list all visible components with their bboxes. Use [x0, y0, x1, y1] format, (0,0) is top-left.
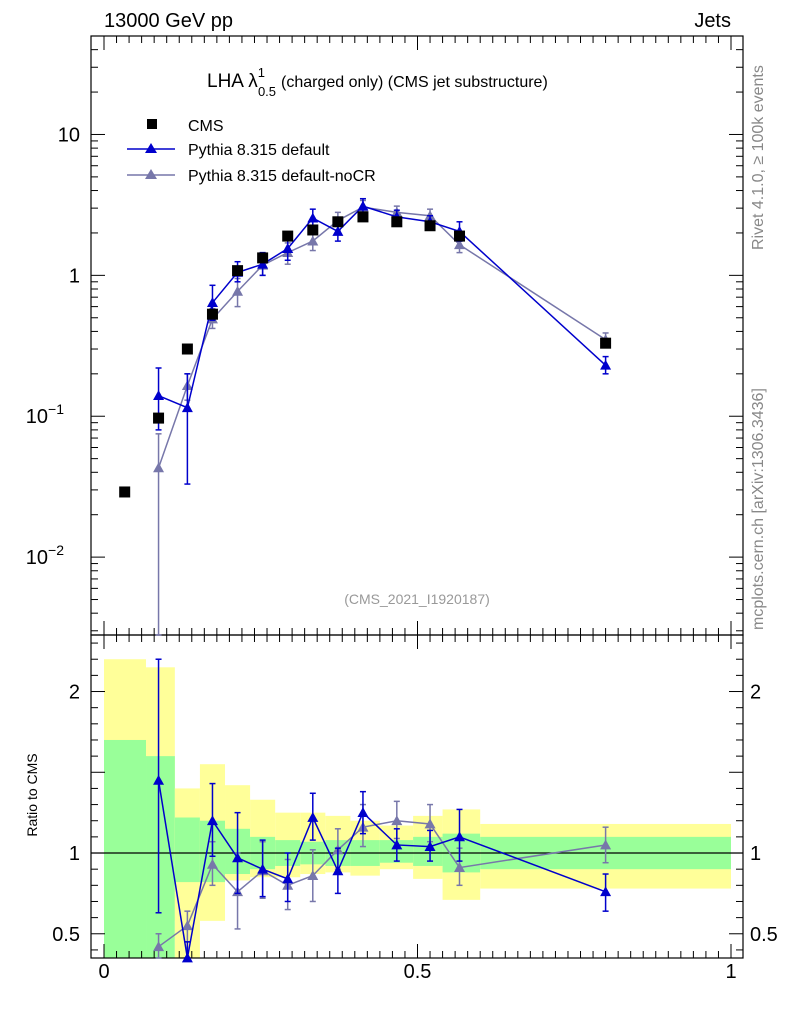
ratio-ytick-label-right-2: 2 [750, 682, 761, 704]
header-left: 13000 GeV pp [104, 10, 233, 32]
ratio-mc1-point [454, 831, 466, 842]
ratio-mc1-point [232, 852, 244, 863]
main-mc1-point [600, 359, 612, 370]
legend-mc2-marker [145, 169, 157, 179]
ratio-xtick-label-2: 1 [725, 961, 736, 983]
main-mc1-point [181, 402, 193, 413]
main-axes: 10−2 10−1 1 10 [26, 35, 744, 636]
main-ytick-label-3: 10 [58, 124, 80, 146]
legend-mc1-label: Pythia 8.315 default [188, 142, 330, 159]
main-mc2-line [157, 206, 607, 469]
main-data-point [206, 308, 218, 320]
ratio-mc1-point [424, 841, 436, 851]
ratio-mc2-point [307, 870, 319, 881]
main-data-point [257, 252, 269, 264]
main-data-point [282, 230, 294, 242]
main-mc2-point [232, 285, 244, 296]
ratio-mc1-point [206, 815, 218, 826]
header-right: Jets [694, 10, 731, 32]
ratio-mc2-point [454, 862, 466, 872]
rivet-label: Rivet 4.1.0, ≥ 100k events [750, 65, 767, 250]
legend: CMS Pythia 8.315 default Pythia 8.315 de… [127, 118, 376, 185]
main-ytick-label-1: 10−1 [26, 401, 64, 428]
ratio-mc2-point [181, 920, 193, 931]
title-rest: (charged only) (CMS jet substructure) [281, 74, 548, 91]
ratio-mc1-point [357, 807, 369, 818]
plot-title: LHA λ1 0.5 (charged only) (CMS jet substru… [207, 65, 548, 99]
main-data-point [357, 211, 369, 223]
main-mc2-point [454, 239, 466, 250]
main-data-point [332, 216, 344, 228]
ratio-mc2-point [600, 839, 612, 850]
ratio-xtick-label-0: 0 [98, 961, 109, 983]
ratio-series [153, 658, 612, 963]
ratio-ytick-label-0: 0.5 [52, 924, 80, 946]
main-mc2-point [307, 235, 319, 246]
main-mc1-point [357, 200, 369, 211]
main-data-point [454, 230, 466, 242]
ratio-ytick-label-2: 2 [69, 682, 80, 704]
ratio-mc1-point [600, 886, 612, 897]
ratio-mc2-point [206, 858, 218, 869]
ratio-mc1-point [332, 865, 344, 876]
ratio-ytick-label-right-1: 1 [750, 843, 761, 865]
ratio-mc1-point [153, 774, 165, 785]
ratio-mc1-point [257, 863, 269, 874]
legend-mc1-marker [145, 143, 157, 153]
legend-data-label: CMS [188, 118, 224, 135]
ratio-mc2-point [391, 815, 403, 826]
title-main: LHA λ [207, 71, 258, 92]
main-mc1-point [257, 258, 269, 269]
main-data-point [391, 216, 403, 228]
ratio-axes: 0 0.5 1 0.5 0.5 1 1 2 2 [52, 634, 778, 983]
title-sup: 1 [258, 65, 265, 80]
main-mc1-point [307, 212, 319, 223]
main-data-point [153, 412, 165, 424]
ratio-xtick-label-1: 0.5 [404, 961, 432, 983]
main-data-point [119, 486, 131, 498]
main-mc1-point [282, 243, 294, 253]
analysis-watermark: (CMS_2021_I1920187) [344, 591, 490, 607]
main-ytick-label-0: 10−2 [26, 542, 64, 569]
ratio-bands [104, 659, 731, 958]
title-sub: 0.5 [258, 84, 276, 99]
ratio-mc1-point [181, 952, 193, 963]
ratio-mc2-point [153, 941, 165, 952]
main-ytick-label-2: 1 [69, 265, 80, 287]
ratio-mc1-point [282, 873, 294, 884]
ratio-ytick-label-right-0: 0.5 [750, 924, 778, 946]
main-mc1-point [153, 390, 165, 401]
main-data-point [600, 337, 612, 349]
ratio-ylabel: Ratio to CMS [24, 753, 40, 836]
mcplots-label: mcplots.cern.ch [arXiv:1306.3436] [750, 388, 767, 630]
main-data-point [181, 343, 193, 355]
main-data-point [232, 265, 244, 277]
ratio-mc2-point [424, 818, 436, 829]
main-mc2-point [153, 462, 165, 473]
main-data-point [424, 220, 436, 232]
ratio-mc1-point [391, 839, 403, 850]
main-mc1-point [206, 297, 218, 308]
main-series [119, 197, 612, 636]
band-inner-2 [174, 817, 200, 883]
main-data-point [307, 224, 319, 236]
ratio-ytick-label-1: 1 [69, 843, 80, 865]
ratio-mc1-point [307, 811, 319, 822]
main-mc1-point [332, 225, 344, 236]
main-mc1-line [158, 205, 607, 409]
band-inner-0 [104, 739, 147, 958]
legend-mc2-label: Pythia 8.315 default-noCR [188, 168, 376, 185]
legend-data-marker [147, 119, 157, 129]
